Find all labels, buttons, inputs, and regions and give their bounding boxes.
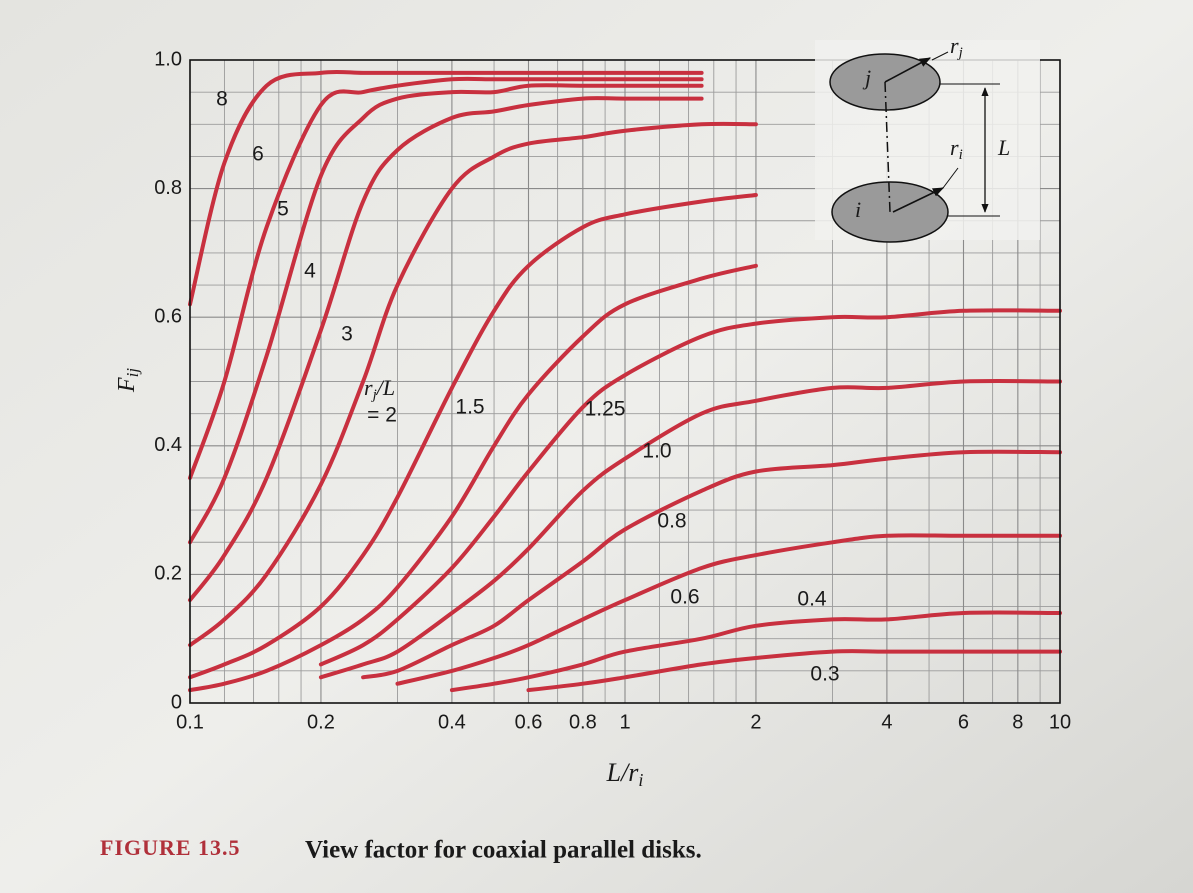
- x-label-sub: i: [638, 770, 643, 790]
- x-tick-label: 1: [619, 711, 630, 733]
- y-tick-label: 1.0: [154, 48, 182, 70]
- x-axis-label: L/ri: [606, 758, 644, 790]
- curve-label: 8: [216, 88, 228, 111]
- y-label-main: F: [114, 377, 140, 393]
- x-tick-label: 0.8: [569, 711, 597, 733]
- figure-caption: View factor for coaxial parallel disks.: [305, 837, 702, 864]
- lower-radius-sub: i: [959, 147, 963, 163]
- x-tick-label: 6: [958, 711, 969, 733]
- curve-label: 0.4: [797, 588, 827, 611]
- y-tick-label: 0.6: [154, 305, 182, 327]
- separation-label: L: [997, 135, 1010, 160]
- x-tick-label: 0.4: [438, 711, 466, 733]
- page: 0.1 0.2 0.4 0.6 0.8 1 2 4 6 8 10 0 0.2 0.4 0.6 0.8 1.0 8 6…: [0, 0, 1193, 893]
- curve-label: 0.8: [657, 510, 686, 533]
- x-tick-label: 0.6: [515, 711, 543, 733]
- lower-disk-label: i: [855, 197, 861, 222]
- x-tick-label: 0.1: [176, 711, 204, 733]
- figure: 0.1 0.2 0.4 0.6 0.8 1 2 4 6 8 10 0 0.2 0.4 0.6 0.8 1.0 8 6…: [0, 0, 1193, 893]
- curve-label: 3: [341, 323, 353, 346]
- curve-label: 0.3: [810, 663, 839, 686]
- curve-label: = 2: [367, 404, 397, 427]
- y-tick-label: 0.4: [154, 434, 182, 456]
- curve-label: 1.25: [585, 398, 626, 421]
- y-tick-label: 0.2: [154, 563, 182, 585]
- parameter-label: rj/L: [364, 375, 395, 403]
- disk-diagram: j i rj ri L: [815, 33, 1040, 242]
- x-tick-label: 8: [1012, 711, 1023, 733]
- curve-label: 5: [277, 198, 289, 221]
- x-tick-label: 2: [750, 711, 761, 733]
- y-tick-label: 0.8: [154, 177, 182, 199]
- curve-label: 1.0: [642, 440, 671, 463]
- parameter-label-suffix: /L: [375, 375, 395, 400]
- curve-label: 4: [304, 260, 316, 283]
- x-tick-label: 10: [1049, 711, 1071, 733]
- figure-number: FIGURE 13.5: [100, 835, 241, 860]
- y-tick-label: 0: [171, 691, 182, 713]
- curve-label: 0.6: [670, 586, 699, 609]
- curve-label: 6: [252, 143, 264, 166]
- curve-label: 1.5: [455, 396, 484, 419]
- x-tick-label: 4: [881, 711, 892, 733]
- x-label-main: L/r: [606, 758, 640, 787]
- x-tick-label: 0.2: [307, 711, 335, 733]
- y-label-sub: ij: [123, 368, 142, 378]
